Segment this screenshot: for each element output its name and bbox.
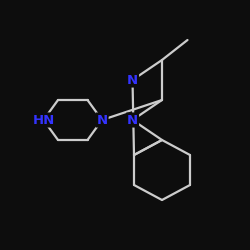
Text: HN: HN [32, 114, 54, 126]
Text: N: N [127, 74, 138, 86]
Text: N: N [127, 114, 138, 126]
Text: N: N [96, 114, 108, 126]
